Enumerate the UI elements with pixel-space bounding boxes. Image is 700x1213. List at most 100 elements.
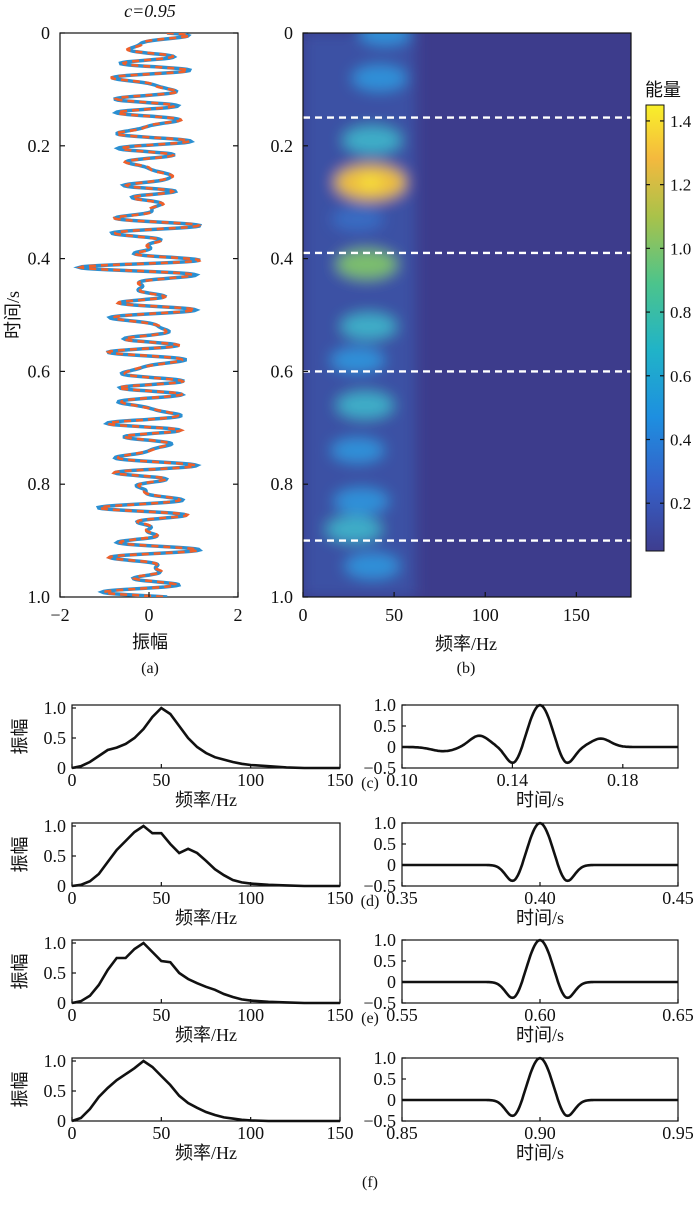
panel-b-caption: (b) xyxy=(457,660,476,677)
spectrum-ylabel: 振幅 xyxy=(10,954,30,990)
row-caption: (c) xyxy=(361,775,379,792)
spec-xtick-label: 50 xyxy=(152,770,170,790)
spec-xtick-label: 0 xyxy=(68,888,77,908)
colorbar-ticks: 0.2 0.4 0.6 0.8 1.0 1.2 1.4 xyxy=(646,112,692,513)
energy-blob xyxy=(344,552,401,580)
row-caption: (d) xyxy=(361,893,380,910)
panel-b-frame xyxy=(302,32,632,598)
panel-b-xlabel: 频率/Hz xyxy=(435,634,497,654)
spec-xtick-label: 0 xyxy=(68,1123,77,1143)
a-ytick-label: 0.4 xyxy=(28,249,51,269)
cb-tick-label: 1.4 xyxy=(670,112,692,131)
spec-xtick-label: 50 xyxy=(152,1005,170,1025)
spectrum-frame xyxy=(71,939,341,1004)
spec-ytick-label: 0 xyxy=(57,876,66,896)
spec-ytick-label: 1.0 xyxy=(44,933,67,953)
wav-ytick-label: 0.5 xyxy=(374,716,397,736)
panel-a-caption: (a) xyxy=(141,660,159,677)
wav-ytick-label: 0 xyxy=(387,1090,396,1110)
wavelet-line xyxy=(402,703,678,765)
energy-blob xyxy=(342,125,403,155)
spectrum-ylabel: 振幅 xyxy=(10,837,30,873)
a-ytick-label: 1.0 xyxy=(28,587,51,607)
energy-blob xyxy=(358,33,412,46)
a-xtick-label: 2 xyxy=(234,605,243,625)
spectrum-xlabel: 频率/Hz xyxy=(175,790,237,810)
spectrum-ylabel: 振幅 xyxy=(10,719,30,755)
spectrum-frame xyxy=(71,1057,341,1122)
spectrum-frame xyxy=(71,704,341,769)
panel-a-xlabel: 振幅 xyxy=(132,632,168,652)
wav-xtick-label: 0.35 xyxy=(386,888,418,908)
spec-ytick-label: 1.0 xyxy=(44,816,67,836)
energy-blob xyxy=(330,437,385,464)
b-ytick-label: 0.2 xyxy=(271,136,294,156)
spectrum-xlabel: 频率/Hz xyxy=(175,908,237,928)
spec-xtick-label: 150 xyxy=(327,1005,354,1025)
spec-ytick-label: 0.5 xyxy=(44,963,67,983)
heatmap-area xyxy=(303,33,631,597)
wav-xtick-label: 0.85 xyxy=(386,1123,418,1143)
b-xtick-label: 50 xyxy=(385,605,403,625)
wav-ytick-label: 1.0 xyxy=(374,813,397,833)
panel-a-y-ticks: 0 0.2 0.4 0.6 0.8 1.0 xyxy=(28,23,238,607)
wavelet-frame xyxy=(401,822,679,887)
a-xtick-label: 0 xyxy=(145,605,154,625)
a-ytick-label: 0.6 xyxy=(28,361,51,381)
wav-ytick-label: 0.5 xyxy=(374,951,397,971)
wav-xtick-label: 0.14 xyxy=(497,770,529,790)
spec-xtick-label: 0 xyxy=(68,770,77,790)
cb-tick-label: 1.2 xyxy=(670,176,691,195)
wav-ytick-label: 1.0 xyxy=(374,695,397,715)
panel-b-y-ticks: 0 0.2 0.4 0.6 0.8 1.0 xyxy=(271,23,308,607)
panel-a-x-ticks: −2 0 2 xyxy=(50,592,243,625)
spectrum-ylabel: 振幅 xyxy=(10,1072,30,1108)
panel-a-traces xyxy=(73,33,204,597)
heatmap-energy-blobs xyxy=(303,33,416,597)
cb-tick-label: 0.2 xyxy=(670,494,691,513)
spectrum-frame xyxy=(71,822,341,887)
spec-xtick-label: 0 xyxy=(68,1005,77,1025)
wav-ytick-label: 0 xyxy=(387,737,396,757)
wav-ytick-label: 1.0 xyxy=(374,1048,397,1068)
wav-ytick-label: 0 xyxy=(387,972,396,992)
wavelet-frame xyxy=(401,939,679,1004)
energy-blob xyxy=(333,487,390,515)
spec-ytick-label: 0.5 xyxy=(44,728,67,748)
trace-orange xyxy=(76,33,202,597)
spec-ytick-label: 0 xyxy=(57,758,66,778)
row-caption: (f) xyxy=(362,1174,378,1191)
colorbar xyxy=(645,104,665,552)
heatmap-dashed-lines xyxy=(303,116,631,542)
wavelet-line xyxy=(402,1056,678,1118)
cb-tick-label: 0.4 xyxy=(670,431,692,450)
spec-xtick-label: 150 xyxy=(327,888,354,908)
a-ytick-label: 0.8 xyxy=(28,474,51,494)
spec-ytick-label: 0 xyxy=(57,1111,66,1131)
wav-xtick-label: 0.55 xyxy=(386,1005,418,1025)
wavelet-line xyxy=(402,938,678,1000)
spectrum-xlabel: 频率/Hz xyxy=(175,1025,237,1045)
a-xtick-label: −2 xyxy=(50,605,69,625)
wav-ytick-label: 0.5 xyxy=(374,834,397,854)
cb-tick-label: 0.6 xyxy=(670,367,691,386)
energy-blob xyxy=(351,64,408,92)
energy-blob xyxy=(330,346,386,374)
spec-ytick-label: 0.5 xyxy=(44,1081,67,1101)
energy-peak xyxy=(358,176,383,189)
spec-ytick-label: 1.0 xyxy=(44,1051,67,1071)
wav-ytick-label: −0.5 xyxy=(363,758,396,778)
spec-xtick-label: 100 xyxy=(237,1123,264,1143)
spec-xtick-label: 100 xyxy=(237,770,264,790)
cb-tick-label: 0.8 xyxy=(670,303,691,322)
spec-xtick-label: 50 xyxy=(152,888,170,908)
spec-xtick-label: 100 xyxy=(237,888,264,908)
wavelet-frame xyxy=(401,704,679,769)
wav-ytick-label: 1.0 xyxy=(374,930,397,950)
b-ytick-label: 0.6 xyxy=(271,361,294,381)
wavelet-line xyxy=(402,821,678,883)
spec-ytick-label: 0.5 xyxy=(44,846,67,866)
